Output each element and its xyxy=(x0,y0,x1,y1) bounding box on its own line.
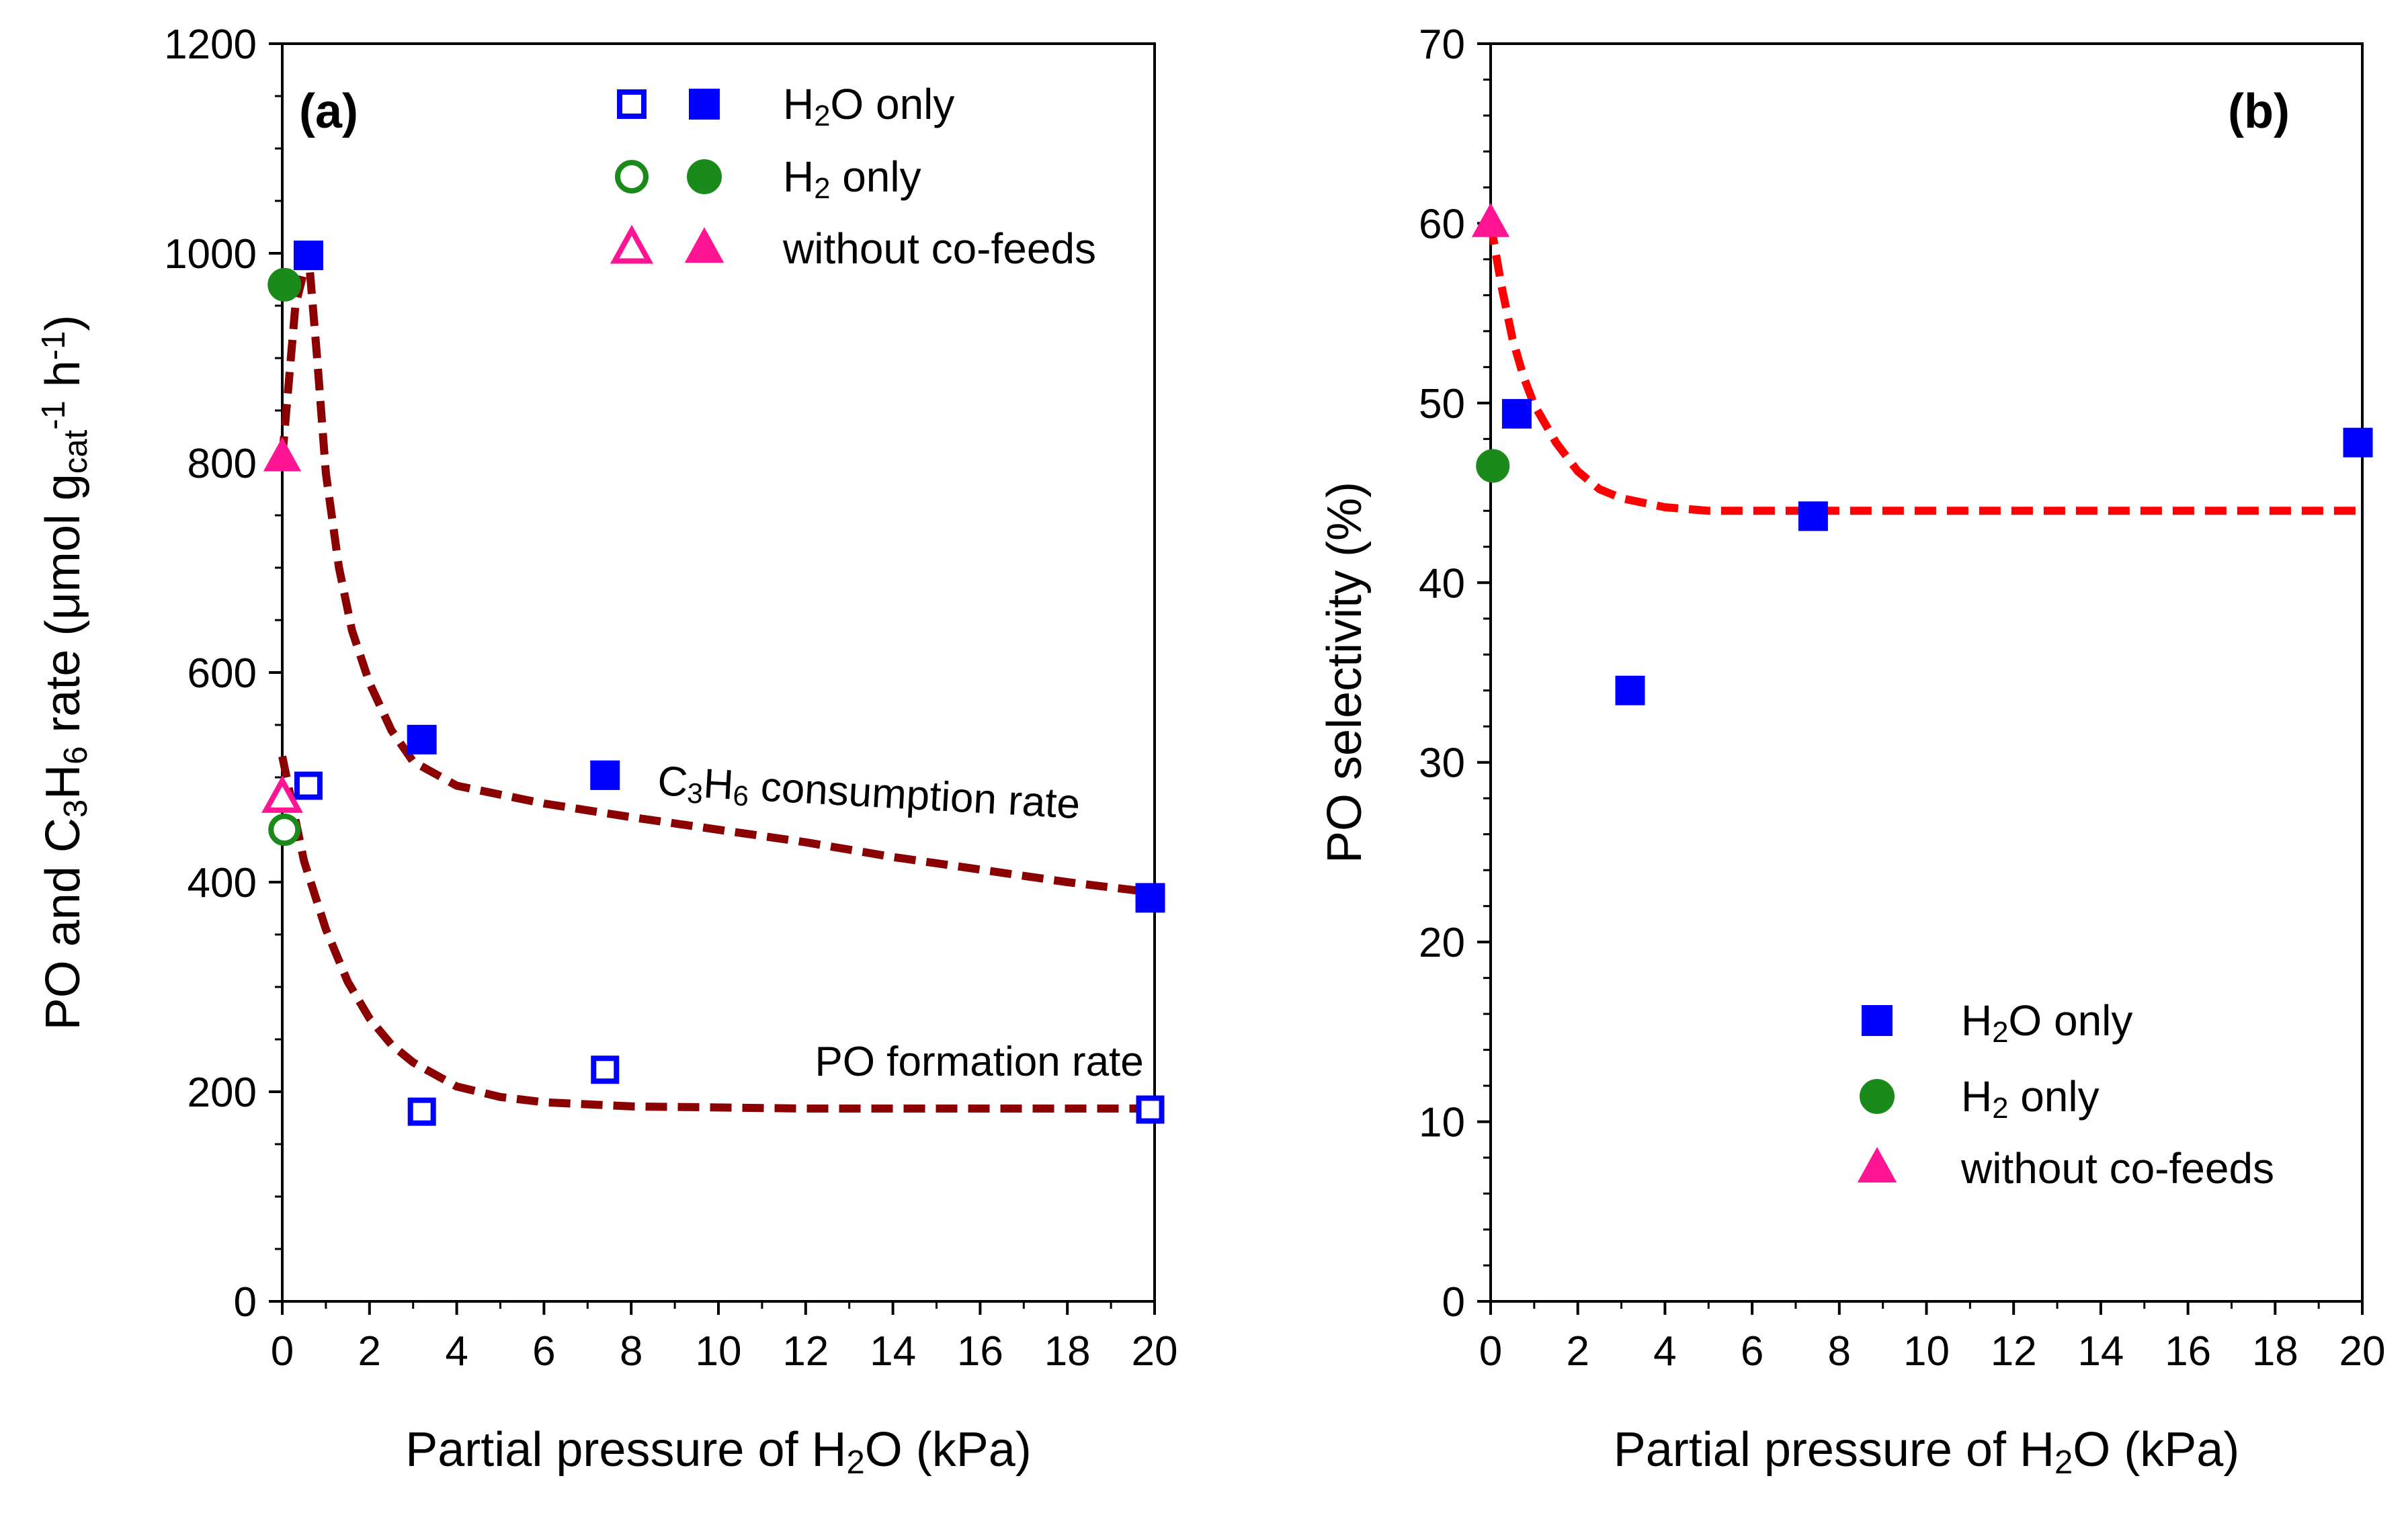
x-tick-label: 16 xyxy=(957,1328,1003,1375)
x-tick-label: 10 xyxy=(1903,1328,1950,1375)
legend-marker-filled xyxy=(687,159,722,194)
legend-marker xyxy=(1862,1005,1893,1036)
data-point xyxy=(294,771,323,800)
legend-marker-open xyxy=(615,160,649,193)
y-tick-label: 0 xyxy=(1442,1279,1465,1326)
y-axis-label: PO and C3H6 rate (μmol gcat-1 h-1) xyxy=(36,315,94,1031)
y-tick-label: 1000 xyxy=(164,231,257,277)
data-point xyxy=(1798,501,1828,531)
data-point xyxy=(1476,449,1510,483)
y-tick-label: 70 xyxy=(1419,21,1465,68)
panel-label: (a) xyxy=(299,85,358,138)
data-point xyxy=(407,724,437,754)
x-tick-label: 8 xyxy=(620,1328,642,1375)
x-tick-label: 18 xyxy=(1044,1328,1091,1375)
x-tick-label: 10 xyxy=(696,1328,742,1375)
y-tick-label: 800 xyxy=(188,441,257,487)
legend-marker xyxy=(1860,1079,1895,1114)
x-tick-label: 18 xyxy=(2252,1328,2298,1375)
y-tick-label: 50 xyxy=(1419,381,1465,427)
legend-label: H2 only xyxy=(1961,1072,2100,1125)
legend-label: H2O only xyxy=(1961,996,2132,1049)
y-tick-label: 10 xyxy=(1419,1100,1465,1146)
data-point xyxy=(263,437,302,472)
x-tick-label: 20 xyxy=(1132,1328,1178,1375)
x-tick-label: 4 xyxy=(1653,1328,1676,1375)
legend-label: H2O only xyxy=(783,80,954,132)
data-point xyxy=(1135,883,1165,913)
data-point xyxy=(2343,427,2373,458)
legend-marker-open xyxy=(617,89,647,119)
x-tick-label: 20 xyxy=(2339,1328,2386,1375)
x-tick-label: 4 xyxy=(445,1328,468,1375)
y-axis-label: PO selectivity (%) xyxy=(1318,482,1372,863)
data-point xyxy=(407,1097,436,1126)
data-point xyxy=(267,267,302,302)
legend-marker-filled xyxy=(689,89,720,120)
plot-frame xyxy=(1489,42,2364,1303)
x-axis-label: Partial pressure of H2O (kPa) xyxy=(1614,1423,2240,1481)
legend-marker-open xyxy=(610,224,654,264)
data-point xyxy=(1501,398,1532,429)
y-tick-label: 60 xyxy=(1419,201,1465,247)
x-tick-label: 16 xyxy=(2165,1328,2211,1375)
y-tick-label: 200 xyxy=(188,1070,257,1116)
x-tick-label: 8 xyxy=(1828,1328,1851,1375)
x-tick-label: 0 xyxy=(1479,1328,1502,1375)
x-tick-label: 6 xyxy=(532,1328,555,1375)
x-tick-label: 2 xyxy=(358,1328,381,1375)
data-point xyxy=(591,1055,620,1084)
data-point xyxy=(268,814,301,846)
panel-b-chart: 0 2 4 6 8 10 12 14 16 18 20 0 10 20 30 40 50 60 70 Partial … xyxy=(1318,21,2385,1481)
legend-marker xyxy=(1857,1147,1897,1183)
legend-marker-filled xyxy=(684,227,724,263)
fit-line xyxy=(1487,222,2362,515)
y-tick-label: 400 xyxy=(188,860,257,906)
legend-label: without co-feeds xyxy=(1960,1144,2274,1193)
x-axis-label: Partial pressure of H2O (kPa) xyxy=(405,1423,1032,1481)
data-point xyxy=(1136,1095,1165,1124)
y-tick-label: 20 xyxy=(1419,920,1465,966)
legend-label: H2 only xyxy=(783,153,921,205)
x-tick-label: 0 xyxy=(271,1328,294,1375)
y-tick-label: 30 xyxy=(1419,740,1465,787)
data-point xyxy=(293,241,323,271)
fit-line xyxy=(278,755,1155,1113)
panel-label: (b) xyxy=(2228,85,2290,138)
panel-a-chart: 0 2 4 6 8 10 12 14 16 18 20020040060080010001200Pa… xyxy=(36,21,1178,1481)
x-tick-label: 14 xyxy=(870,1328,916,1375)
data-point xyxy=(1615,675,1645,705)
legend-label: without co-feeds xyxy=(782,224,1096,273)
data-point xyxy=(1471,202,1510,237)
x-tick-label: 6 xyxy=(1741,1328,1763,1375)
fit-line xyxy=(278,249,1155,897)
x-tick-label: 2 xyxy=(1566,1328,1589,1375)
y-tick-label: 600 xyxy=(188,650,257,697)
annotation-consumption-rate: C3H6 consumption rate xyxy=(656,758,1081,830)
annotation-formation-rate: PO formation rate xyxy=(815,1039,1143,1085)
x-tick-label: 12 xyxy=(782,1328,829,1375)
y-tick-label: 1200 xyxy=(164,21,257,68)
y-tick-label: 0 xyxy=(234,1279,257,1326)
y-tick-label: 40 xyxy=(1419,560,1465,607)
x-tick-label: 14 xyxy=(2077,1328,2124,1375)
data-point xyxy=(590,760,620,790)
data-point xyxy=(261,775,303,813)
x-tick-label: 12 xyxy=(1991,1328,2037,1375)
